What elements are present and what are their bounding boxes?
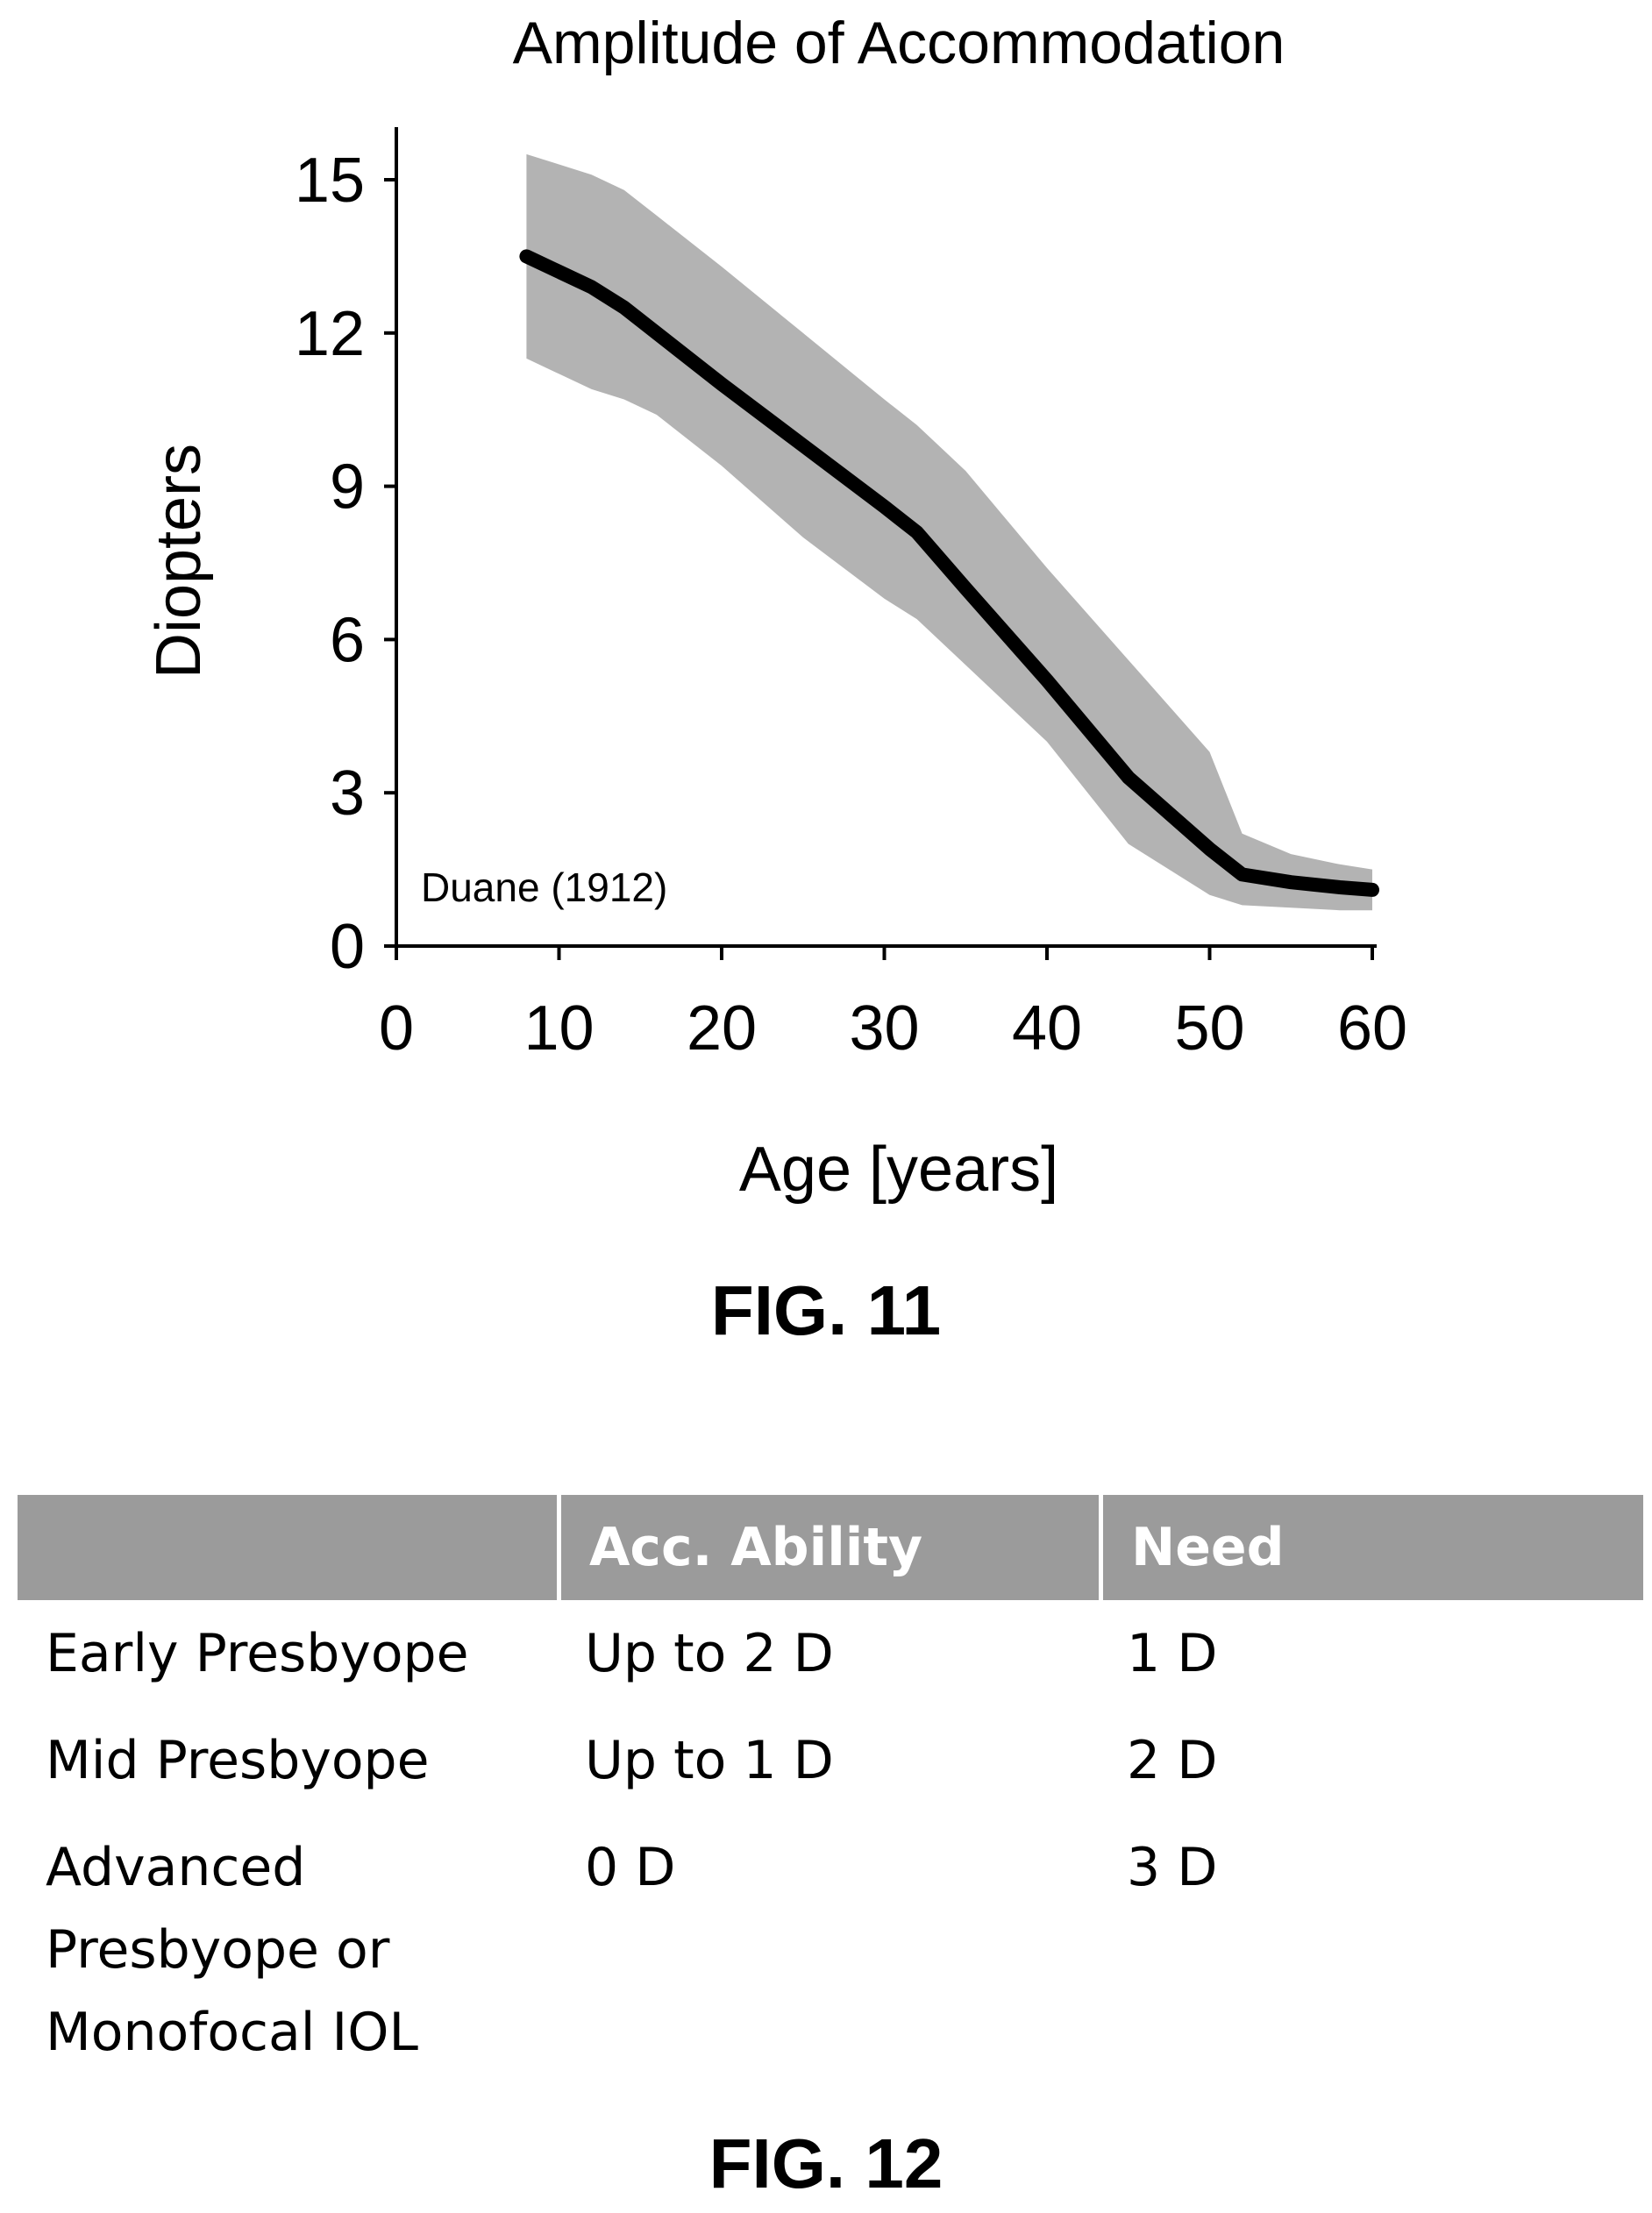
table-cell: Mid Presbyope (46, 1730, 430, 1791)
y-ticks: 0 3 6 9 12 15 (295, 146, 396, 982)
table-row: Mid Presbyope Up to 1 D 2 D (18, 1707, 1643, 1814)
mean-line (519, 249, 1379, 897)
x-tick-label: 60 (1337, 993, 1407, 1064)
y-tick-label: 15 (295, 146, 365, 216)
table-header-cell (18, 1495, 557, 1600)
table-header-cell: Need (1099, 1495, 1643, 1600)
table-cell: Up to 2 D (585, 1623, 834, 1684)
y-tick-label: 12 (295, 299, 365, 369)
source-annotation: Duane (1912) (421, 865, 667, 910)
amplitude-chart: Amplitude of Accommodation 0 3 6 9 12 15 0 10 2… (144, 10, 1407, 1205)
table-row: Advanced Presbyope or Monofocal IOL 0 D … (18, 1814, 1643, 2086)
table-cell: Up to 1 D (585, 1730, 834, 1791)
y-tick-label: 6 (330, 605, 365, 675)
table-header-row: Acc. Ability Need (18, 1495, 1643, 1600)
table-cell: 3 D (1127, 1837, 1218, 1898)
table-cell: Advanced Presbyope or Monofocal IOL (46, 1837, 418, 2063)
x-tick-label: 20 (687, 993, 757, 1064)
y-tick-label: 0 (330, 912, 365, 982)
figure-11-label: FIG. 11 (710, 1271, 942, 1349)
x-ticks: 0 10 20 30 40 50 60 (379, 946, 1407, 1064)
table-cell: 2 D (1127, 1730, 1218, 1791)
y-axis-label: Diopters (144, 444, 214, 679)
x-axis-label: Age [years] (739, 1135, 1058, 1205)
table-cell: Early Presbyope (46, 1623, 469, 1684)
chart-title: Amplitude of Accommodation (513, 10, 1285, 76)
x-tick-label: 50 (1174, 993, 1244, 1064)
figure-12-label: FIG. 12 (709, 2124, 943, 2202)
y-tick-label: 3 (330, 758, 365, 829)
confidence-band (526, 153, 1372, 911)
table-cell: 0 D (585, 1837, 676, 1898)
table-header-cell: Acc. Ability (557, 1495, 1099, 1600)
y-tick-label: 9 (330, 452, 365, 523)
accommodation-table: Acc. Ability Need Early Presbyope Up to … (18, 1495, 1643, 2086)
table-row: Early Presbyope Up to 2 D 1 D (18, 1600, 1643, 1707)
table-cell: 1 D (1127, 1623, 1218, 1684)
plot-area (519, 153, 1379, 911)
x-tick-label: 10 (523, 993, 594, 1064)
x-tick-label: 30 (849, 993, 919, 1064)
x-tick-label: 40 (1012, 993, 1082, 1064)
x-tick-label: 0 (379, 993, 414, 1064)
table-body: Early Presbyope Up to 2 D 1 D Mid Presby… (18, 1600, 1643, 2086)
